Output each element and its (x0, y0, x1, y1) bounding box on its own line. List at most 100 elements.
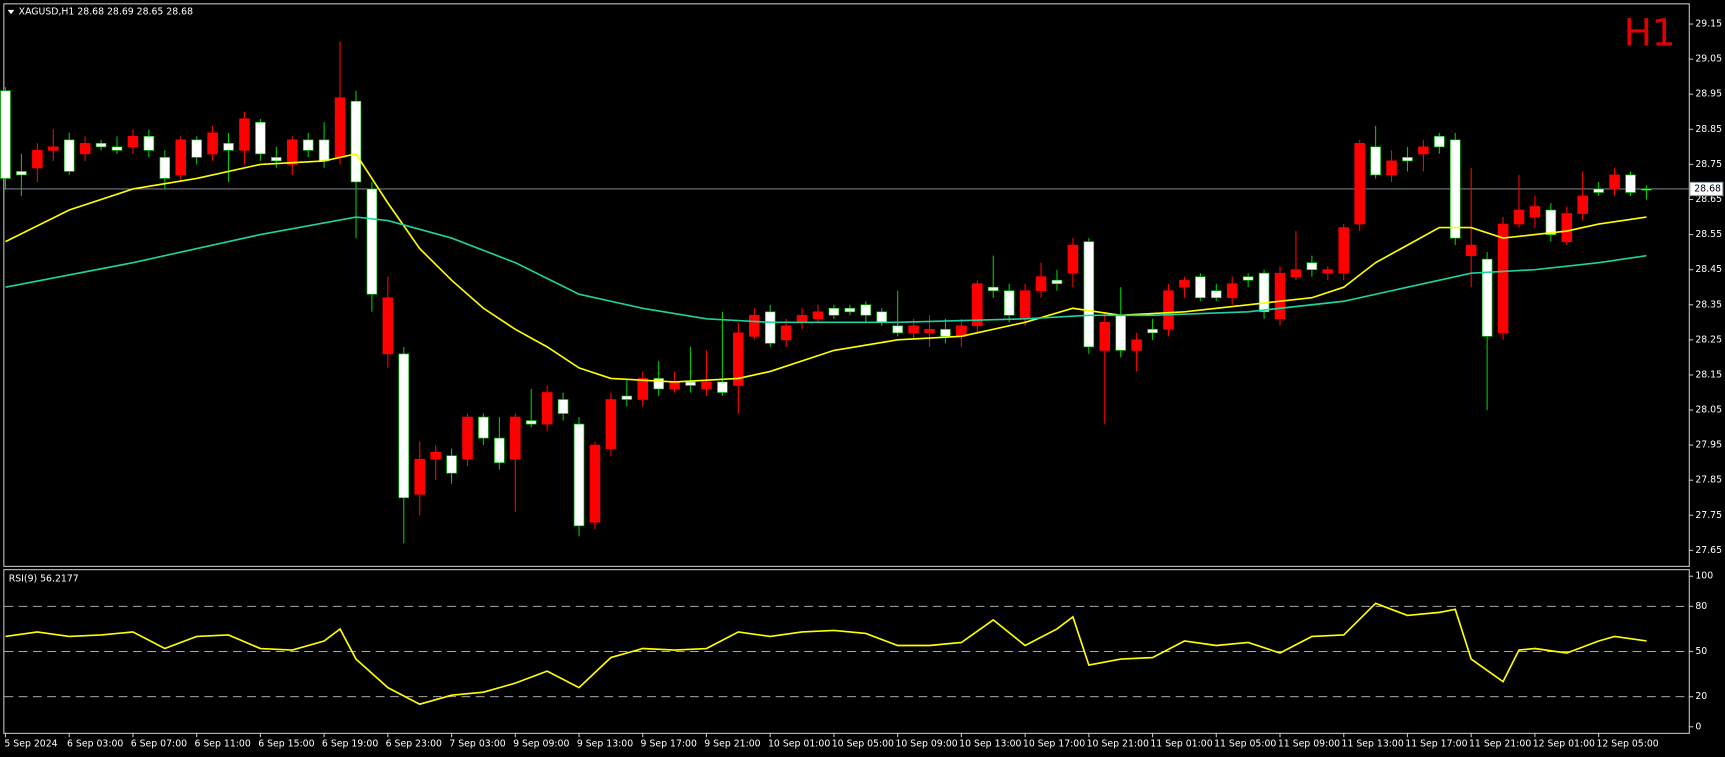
y-tick-label: 28.55 (1695, 229, 1722, 240)
candle-body (557, 399, 569, 414)
candle-body (972, 283, 983, 327)
x-tick-label: 6 Sep 03:00 (67, 738, 123, 749)
candle-body (1147, 328, 1158, 334)
last-price-box (1689, 181, 1724, 197)
x-tick-label: 5 Sep 2024 (4, 738, 57, 749)
y-tick-label: 27.75 (1695, 510, 1722, 521)
candle-body (1163, 290, 1174, 330)
rsi-line (5, 602, 1647, 706)
candle-body (382, 297, 394, 355)
candle-body (621, 395, 633, 400)
candle-body (366, 188, 378, 295)
x-tick-label: 11 Sep 05:00 (1214, 738, 1276, 749)
candle-body (63, 139, 75, 172)
candle-body (892, 325, 903, 334)
candle-body (350, 100, 362, 183)
candle-body (255, 121, 266, 155)
y-tick-label: 28.15 (1695, 369, 1722, 380)
candle-body (605, 399, 617, 449)
candle-body (510, 416, 521, 460)
candle-body (987, 286, 999, 292)
x-tick-label: 11 Sep 01:00 (1150, 738, 1212, 749)
candle-body (1083, 241, 1095, 348)
candle-body (1195, 276, 1206, 299)
candle-body (701, 381, 712, 390)
candle-body (1099, 321, 1111, 351)
x-tick-label: 10 Sep 13:00 (959, 738, 1021, 749)
candle-body (1418, 146, 1429, 155)
candle-body (302, 139, 314, 151)
candle-body (0, 90, 11, 179)
menu-arrow (7, 9, 15, 15)
candle-body (462, 416, 473, 460)
candle-body (1577, 195, 1588, 214)
candle-body (1019, 290, 1031, 320)
x-tick-label: 6 Sep 11:00 (194, 738, 250, 749)
candle-body (780, 325, 792, 341)
candle-body (764, 311, 776, 344)
candle-body (573, 423, 585, 527)
y-tick-label: 29.05 (1695, 54, 1722, 65)
y-tick-label: 28.05 (1695, 405, 1722, 416)
candle-body (334, 97, 346, 158)
candle-body (1338, 227, 1350, 274)
last-price-label: 28.68 (1694, 183, 1721, 194)
candle-body (1465, 244, 1477, 256)
x-tick-label: 10 Sep 05:00 (832, 738, 894, 749)
candle-body (79, 143, 91, 155)
y-tick-label: 28.25 (1695, 334, 1722, 345)
moving-average (5, 216, 1647, 324)
candle-body (16, 171, 27, 176)
x-tick-label: 12 Sep 05:00 (1596, 738, 1658, 749)
candle-body (908, 325, 919, 334)
x-tick-label: 9 Sep 13:00 (577, 738, 633, 749)
y-tick-label: 50 (1695, 646, 1707, 657)
candle-body (1115, 314, 1126, 351)
candle-body (398, 353, 410, 499)
candle-body (95, 143, 107, 148)
candle-body (1641, 188, 1652, 191)
candle-body (494, 437, 505, 463)
candle-body (733, 332, 744, 386)
x-tick-label: 11 Sep 17:00 (1405, 738, 1467, 749)
y-tick-label: 80 (1695, 601, 1707, 612)
candle-body (191, 139, 202, 158)
x-tick-label: 6 Sep 19:00 (322, 738, 378, 749)
candle-body (143, 136, 155, 151)
x-tick-label: 10 Sep 09:00 (895, 738, 957, 749)
candle-body (653, 378, 664, 390)
candle-body (318, 139, 330, 162)
candle-body (589, 444, 601, 523)
y-tick-label: 28.45 (1695, 264, 1722, 275)
y-tick-label: 28.65 (1695, 194, 1722, 205)
candle-body (1226, 283, 1238, 299)
candle-body (1322, 269, 1334, 274)
candle-body (541, 392, 553, 425)
moving-average (5, 152, 1647, 383)
candle-body (1274, 272, 1286, 320)
y-tick-label: 28.85 (1695, 124, 1722, 135)
timeframe-label: H1 (1624, 11, 1676, 55)
candle-body (1434, 136, 1445, 148)
candle-body (207, 132, 218, 155)
candle-body (1609, 174, 1620, 190)
y-tick-label: 27.85 (1695, 475, 1722, 486)
x-tick-label: 11 Sep 13:00 (1342, 738, 1404, 749)
candle-body (159, 157, 171, 179)
candle-body (669, 381, 680, 390)
candle-body (525, 420, 537, 425)
x-tick-label: 6 Sep 07:00 (131, 738, 187, 749)
candle-body (111, 146, 123, 151)
x-tick-label: 7 Sep 03:00 (449, 738, 505, 749)
candle-body (48, 146, 59, 151)
rsi-title: RSI(9) 56.2177 (9, 574, 79, 585)
y-tick-label: 0 (1695, 721, 1701, 732)
candle-body (1370, 146, 1381, 176)
candle-body (1402, 157, 1413, 162)
candle-body (430, 451, 441, 460)
candle-body (796, 314, 808, 323)
candle-body (749, 314, 760, 337)
x-tick-label: 6 Sep 23:00 (386, 738, 442, 749)
